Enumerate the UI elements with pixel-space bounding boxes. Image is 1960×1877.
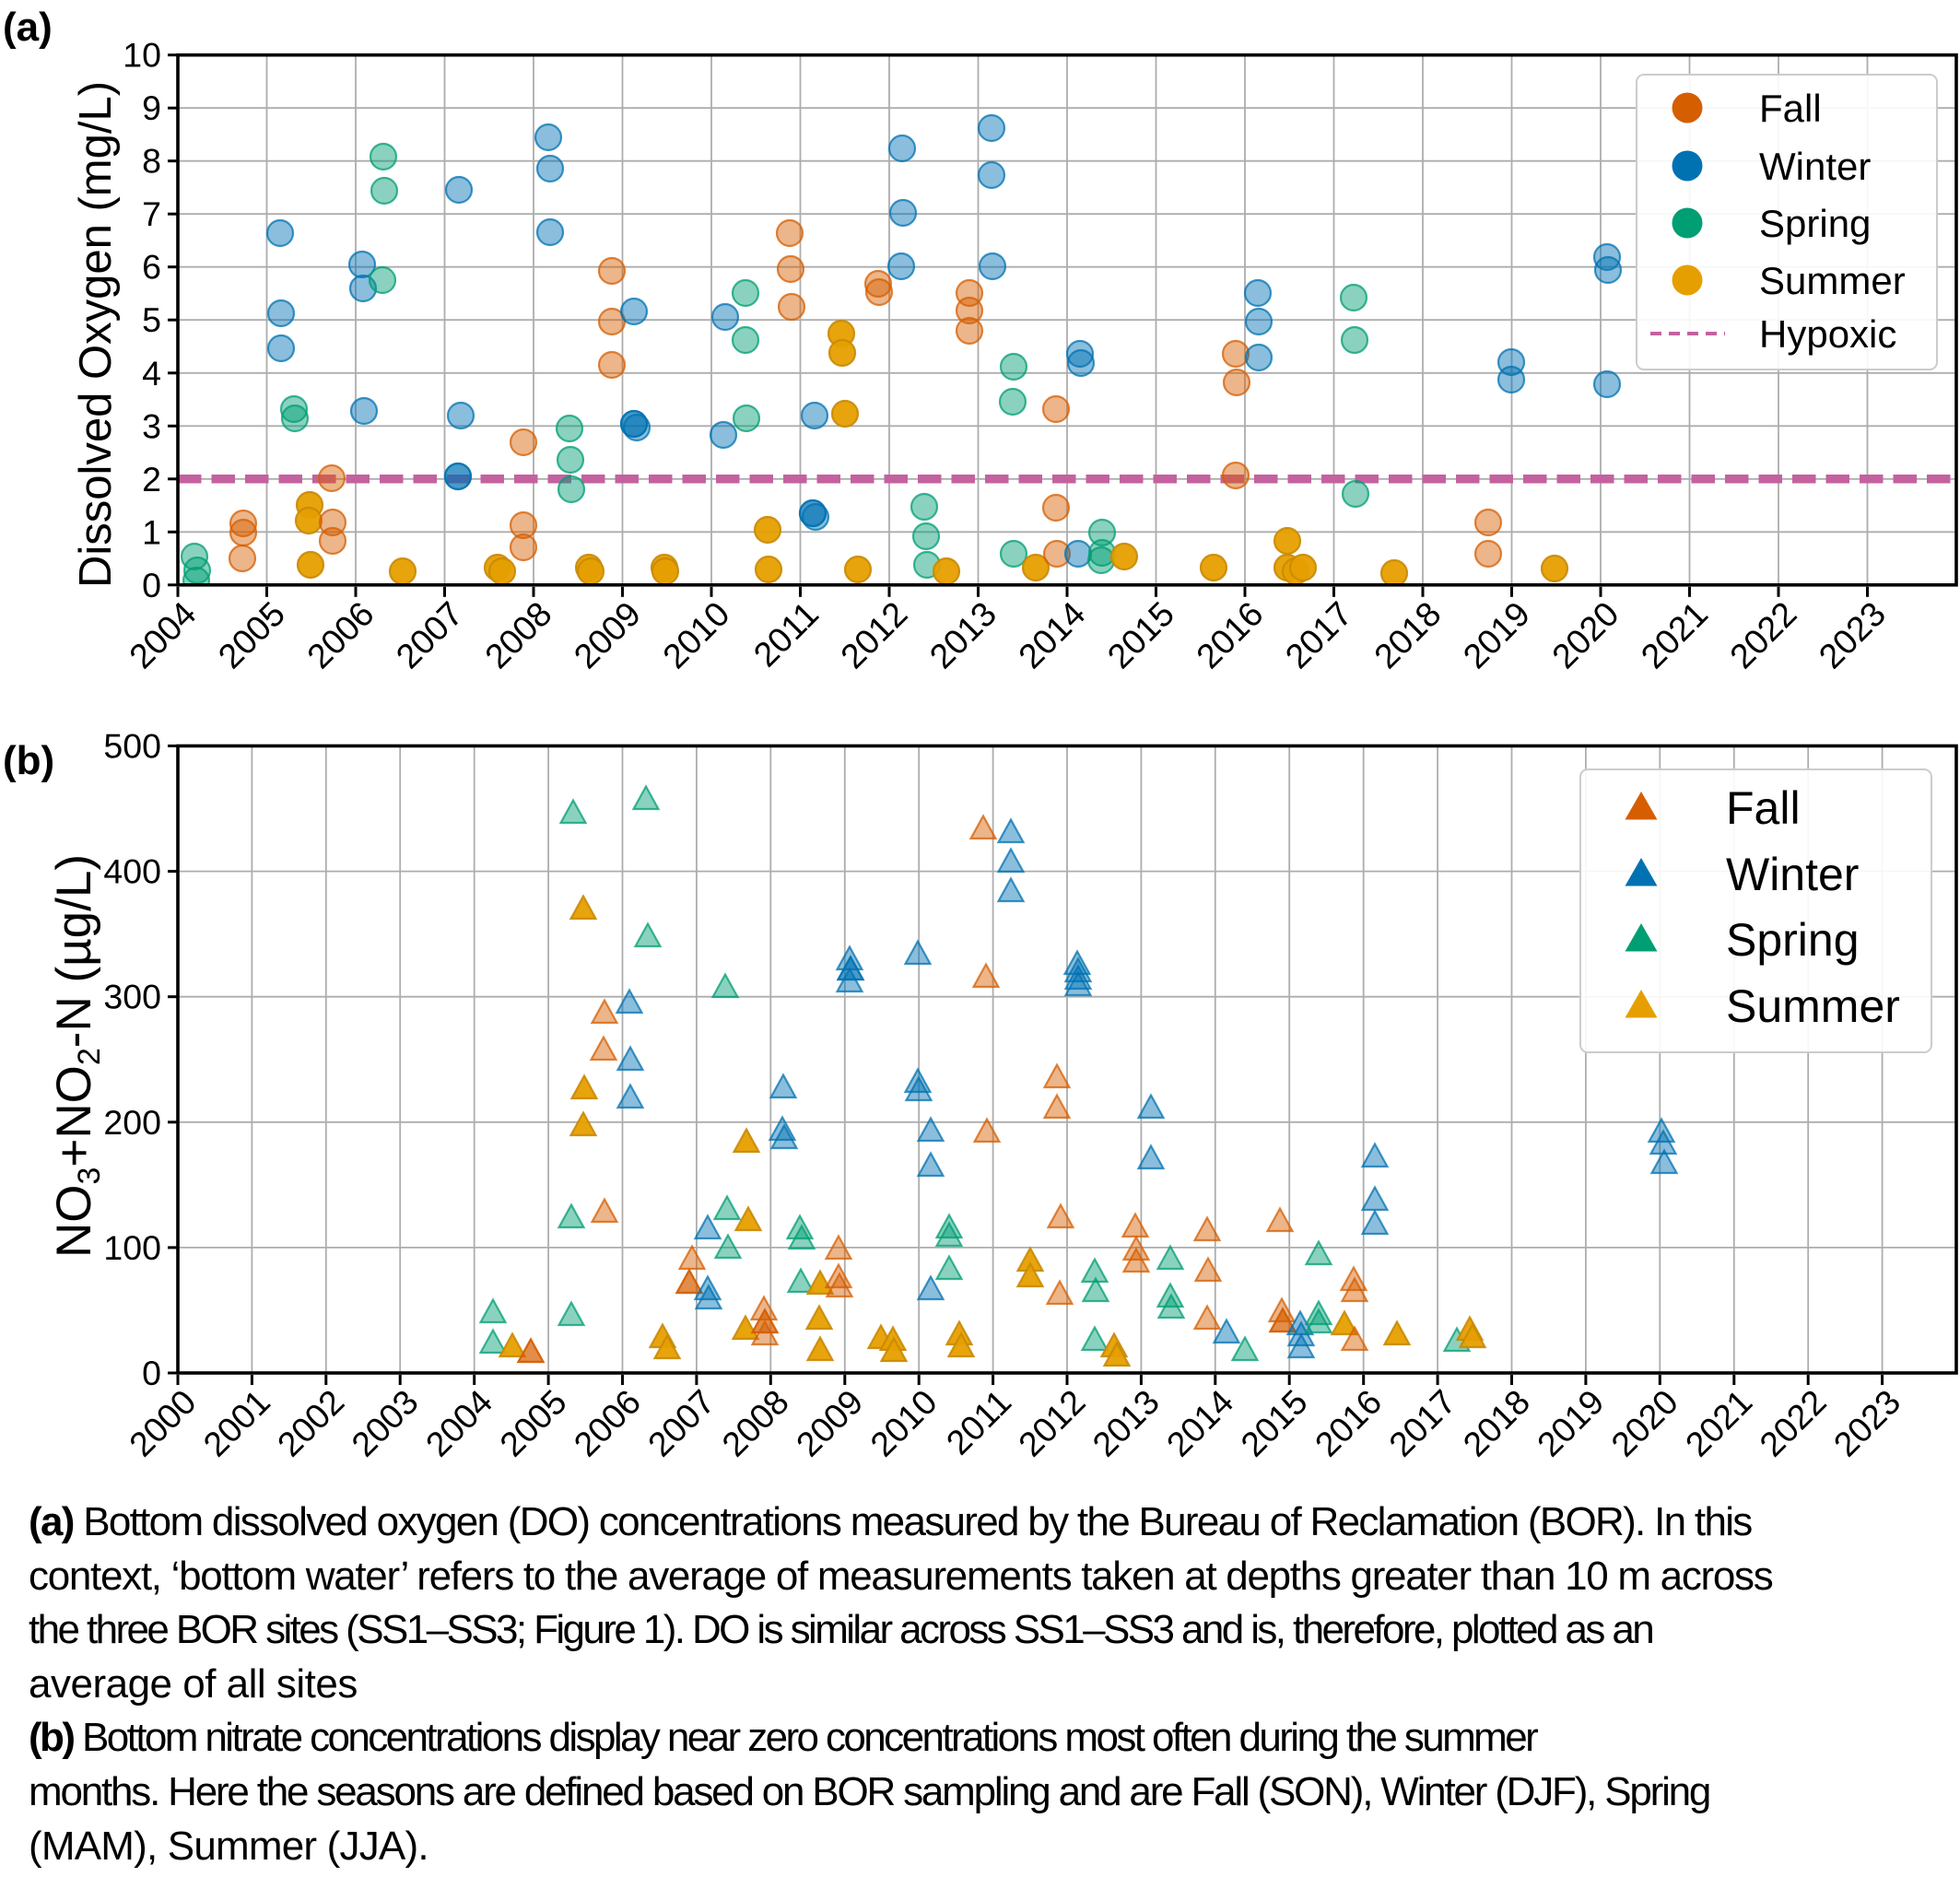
svg-text:1: 1 bbox=[142, 512, 161, 551]
svg-text:300: 300 bbox=[103, 978, 161, 1016]
svg-text:5: 5 bbox=[142, 300, 161, 339]
svg-text:0: 0 bbox=[142, 1354, 161, 1392]
svg-text:Hypoxic: Hypoxic bbox=[1759, 312, 1896, 356]
svg-text:Winter: Winter bbox=[1726, 849, 1859, 900]
svg-text:Dissolved Oxygen (mg/L): Dissolved Oxygen (mg/L) bbox=[71, 81, 121, 588]
svg-text:400: 400 bbox=[103, 852, 161, 891]
svg-text:6: 6 bbox=[142, 248, 161, 287]
svg-text:4: 4 bbox=[142, 354, 161, 393]
svg-text:7: 7 bbox=[142, 194, 161, 233]
svg-text:3: 3 bbox=[142, 406, 161, 445]
svg-text:Summer: Summer bbox=[1759, 259, 1906, 302]
svg-text:(b): (b) bbox=[3, 738, 54, 783]
svg-text:500: 500 bbox=[103, 727, 161, 766]
svg-text:Winter: Winter bbox=[1759, 145, 1871, 188]
svg-text:2: 2 bbox=[142, 460, 161, 499]
svg-text:200: 200 bbox=[103, 1103, 161, 1142]
svg-text:Fall: Fall bbox=[1759, 87, 1822, 130]
svg-text:0: 0 bbox=[142, 566, 161, 604]
svg-text:Fall: Fall bbox=[1726, 782, 1801, 834]
svg-text:Spring: Spring bbox=[1759, 202, 1871, 245]
svg-text:9: 9 bbox=[142, 88, 161, 127]
svg-text:100: 100 bbox=[103, 1228, 161, 1267]
svg-text:8: 8 bbox=[142, 142, 161, 181]
svg-text:Spring: Spring bbox=[1726, 914, 1860, 966]
svg-text:Summer: Summer bbox=[1726, 980, 1900, 1032]
svg-text:(a): (a) bbox=[3, 5, 53, 50]
svg-text:10: 10 bbox=[123, 36, 161, 75]
